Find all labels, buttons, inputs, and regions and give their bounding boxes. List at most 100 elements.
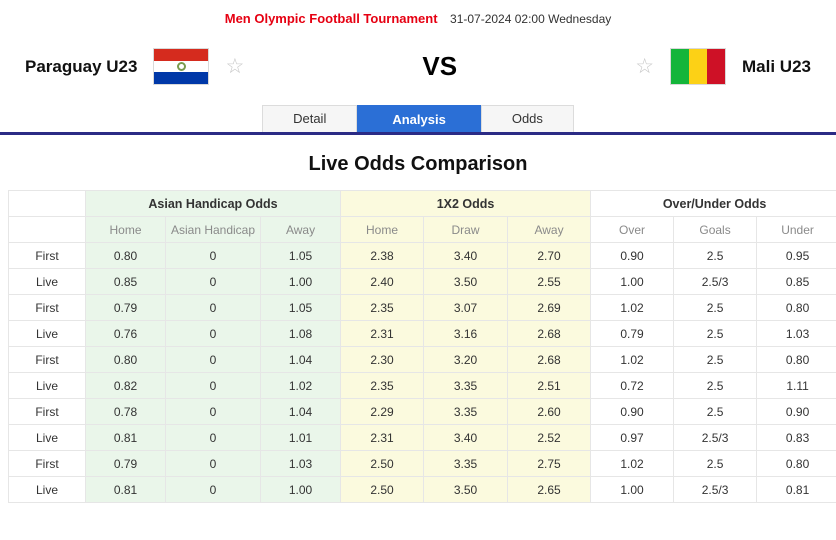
odds-cell: 0 [165,398,261,425]
odds-cell: 1.08 [259,320,342,347]
odds-cell: 1.00 [259,268,342,295]
odds-cell: 2.70 [507,242,592,269]
col-1x2-draw: Draw [423,216,509,243]
row-label: First [8,346,86,373]
header-bar: Men Olympic Football Tournament 31-07-20… [0,0,836,28]
tab-bar: Detail Analysis Odds [0,105,836,132]
col-1x2-away: Away [507,216,592,243]
odds-cell: 0.82 [85,372,166,399]
away-team-name: Mali U23 [742,56,811,76]
odds-cell: 2.60 [507,398,592,425]
home-favorite-star-icon[interactable]: ☆ [225,55,245,78]
odds-cell: 0.95 [756,242,836,269]
paraguay-emblem-icon [176,62,186,71]
odds-table-body: First 0.80 0 1.05 2.38 3.40 2.70 0.90 2.5 0.95 Liv… [8,242,836,503]
sub-header-row: Home Asian Handicap Away Home Draw Away … [8,216,836,243]
odds-cell: 1.05 [259,294,342,321]
odds-cell: 2.35 [340,294,425,321]
group-asian-handicap: Asian Handicap Odds [84,190,342,217]
col-ah-away: Away [259,216,342,243]
odds-cell: 0 [165,424,261,451]
odds-cell: 2.69 [507,294,592,321]
odds-cell: 0.83 [756,424,836,451]
odds-cell: 2.5 [673,398,758,425]
vs-label: VS [422,51,458,81]
row-label: Live [8,476,86,503]
row-label: Live [8,424,86,451]
odds-cell: 3.40 [423,242,509,269]
odds-cell: 2.65 [507,476,592,503]
odds-cell: 2.5/3 [673,424,758,451]
table-row: Live 0.81 0 1.01 2.31 3.40 2.52 0.97 2.5/3 0.83 [8,424,836,451]
odds-cell: 0.80 [85,242,166,269]
odds-cell: 2.50 [340,476,425,503]
odds-cell: 1.04 [259,398,342,425]
group-header-row: Asian Handicap Odds 1X2 Odds Over/Under … [8,190,836,217]
odds-cell: 1.00 [590,268,675,295]
odds-cell: 0 [165,346,261,373]
odds-cell: 0.85 [85,268,166,295]
odds-cell: 3.20 [423,346,509,373]
corner-cell [8,216,86,243]
odds-cell: 2.38 [340,242,425,269]
odds-cell: 2.5 [673,320,758,347]
corner-cell [8,190,86,217]
odds-cell: 2.51 [507,372,592,399]
tournament-title: Men Olympic Football Tournament [224,11,438,26]
odds-cell: 1.02 [259,372,342,399]
home-team-block: Paraguay U23 ☆ [25,48,244,85]
table-row: First 0.80 0 1.04 2.30 3.20 2.68 1.02 2.5 0.80 [8,346,836,373]
odds-cell: 1.05 [259,242,342,269]
odds-cell: 3.35 [423,450,509,477]
col-ah-handicap: Asian Handicap [165,216,261,243]
table-row: First 0.79 0 1.05 2.35 3.07 2.69 1.02 2.5 0.80 [8,294,836,321]
col-ou-under: Under [756,216,836,243]
tab-analysis[interactable]: Analysis [357,105,481,132]
odds-cell: 3.35 [423,398,509,425]
tab-odds[interactable]: Odds [480,105,574,132]
home-team-name: Paraguay U23 [25,56,138,76]
odds-cell: 0.81 [85,476,166,503]
odds-cell: 1.02 [590,450,675,477]
odds-cell: 2.5 [673,450,758,477]
odds-cell: 1.00 [259,476,342,503]
odds-cell: 0.80 [756,346,836,373]
odds-cell: 0.79 [590,320,675,347]
odds-cell: 0.80 [756,450,836,477]
odds-cell: 0 [165,294,261,321]
odds-cell: 2.55 [507,268,592,295]
odds-cell: 2.5 [673,242,758,269]
odds-cell: 2.31 [340,320,425,347]
tab-detail[interactable]: Detail [262,105,358,132]
table-row: Live 0.76 0 1.08 2.31 3.16 2.68 0.79 2.5 1.03 [8,320,836,347]
odds-cell: 0 [165,372,261,399]
odds-cell: 0.80 [756,294,836,321]
odds-cell: 3.35 [423,372,509,399]
odds-cell: 2.40 [340,268,425,295]
odds-cell: 2.31 [340,424,425,451]
odds-cell: 2.29 [340,398,425,425]
odds-cell: 2.35 [340,372,425,399]
mali-flag-icon [670,48,727,85]
odds-cell: 3.40 [423,424,509,451]
odds-cell: 0.90 [590,398,675,425]
odds-cell: 0 [165,476,261,503]
odds-cell: 2.68 [507,346,592,373]
row-label: First [8,398,86,425]
odds-cell: 0.80 [85,346,166,373]
odds-cell: 2.5 [673,294,758,321]
row-label: First [8,450,86,477]
odds-cell: 3.07 [423,294,509,321]
odds-cell: 0.79 [85,450,166,477]
odds-cell: 0.90 [590,242,675,269]
odds-cell: 0.79 [85,294,166,321]
odds-cell: 2.75 [507,450,592,477]
odds-cell: 1.11 [756,372,836,399]
away-favorite-star-icon[interactable]: ☆ [635,55,655,78]
col-ah-home: Home [85,216,166,243]
odds-cell: 0.97 [590,424,675,451]
odds-cell: 2.5/3 [673,476,758,503]
odds-cell: 2.52 [507,424,592,451]
away-team-block: ☆ Mali U23 [635,48,811,85]
odds-cell: 1.01 [259,424,342,451]
